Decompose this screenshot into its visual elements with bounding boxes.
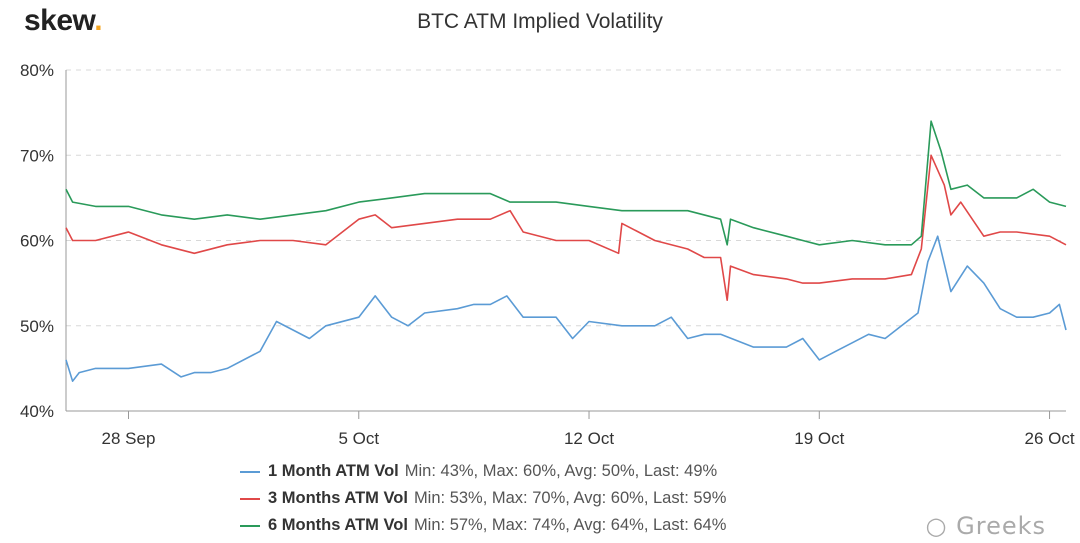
legend-swatch-3m: [240, 497, 260, 500]
x-tick-label: 12 Oct: [564, 429, 614, 448]
logo-dot: .: [94, 4, 103, 37]
x-tick-label: 26 Oct: [1025, 429, 1075, 448]
y-tick-label: 60%: [20, 232, 54, 251]
x-tick-label: 28 Sep: [102, 429, 156, 448]
wechat-icon: ○: [925, 512, 948, 540]
legend-swatch-6m: [240, 524, 260, 527]
logo-text: skew: [24, 4, 95, 37]
legend-stats-1m: Min: 43%, Max: 60%, Avg: 50%, Last: 49%: [404, 462, 718, 480]
legend-item-6m[interactable]: 6 Months ATM Vol Min: 57%, Max: 74%, Avg…: [240, 512, 726, 539]
axes: 40% 50% 60% 70% 80% 28 Sep 5 Oct 12 Oct 19 Oct 26…: [20, 61, 1075, 448]
chart-title: BTC ATM Implied Volatility: [417, 10, 663, 33]
watermark: ○ Greeks: [926, 512, 1046, 540]
y-tick-label: 50%: [20, 317, 54, 336]
series-line-2: [65, 154, 1067, 302]
legend-name-6m: 6 Months ATM Vol: [268, 516, 408, 534]
x-tick-label: 5 Oct: [338, 429, 379, 448]
y-tick-label: 80%: [20, 61, 54, 80]
legend-item-3m[interactable]: 3 Months ATM Vol Min: 53%, Max: 70%, Avg…: [240, 485, 726, 512]
legend: 1 Month ATM Vol Min: 43%, Max: 60%, Avg:…: [240, 458, 726, 539]
series-line-1: [65, 235, 1067, 383]
series-line-3: [65, 120, 1067, 246]
series-lines: [65, 120, 1067, 383]
legend-name-3m: 3 Months ATM Vol: [268, 489, 408, 507]
legend-stats-3m: Min: 53%, Max: 70%, Avg: 60%, Last: 59%: [413, 489, 727, 507]
y-tick-label: 40%: [20, 402, 54, 421]
legend-swatch-1m: [240, 470, 260, 473]
legend-item-1m[interactable]: 1 Month ATM Vol Min: 43%, Max: 60%, Avg:…: [240, 458, 726, 485]
y-tick-label: 70%: [20, 146, 54, 165]
gridlines: [66, 69, 1066, 327]
legend-name-1m: 1 Month ATM Vol: [268, 462, 399, 480]
watermark-text: Greeks: [956, 512, 1046, 540]
legend-stats-6m: Min: 57%, Max: 74%, Avg: 64%, Last: 64%: [413, 516, 727, 534]
x-tick-label: 19 Oct: [794, 429, 844, 448]
skew-logo: skew.: [24, 4, 103, 38]
